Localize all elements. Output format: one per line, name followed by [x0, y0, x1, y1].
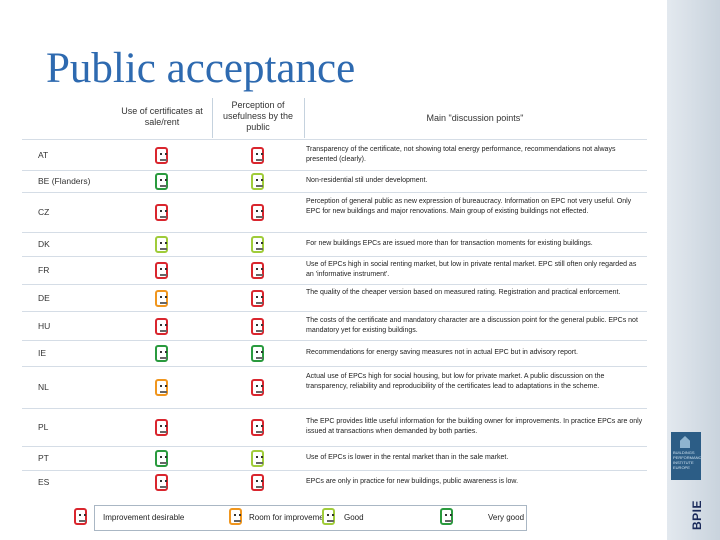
row-divider: [22, 170, 647, 171]
perception-rating-icon: [251, 450, 264, 467]
header-discussion: Main "discussion points": [426, 113, 524, 123]
row-divider: [22, 446, 647, 447]
perception-rating-icon: [251, 345, 264, 362]
discussion-text: Non-residential stil under development.: [306, 177, 428, 184]
header-divider: [304, 98, 305, 138]
discussion-text: EPCs are only in practice for new buildi…: [306, 478, 519, 485]
discussion-text: Recommendations for energy saving measur…: [306, 349, 578, 356]
perception-rating-icon: [251, 379, 264, 396]
row-divider: [22, 139, 647, 140]
use-rating-icon: [155, 317, 168, 335]
country-label: AT: [38, 149, 49, 160]
use-rating-icon: [155, 345, 168, 362]
perception-rating-icon: [251, 146, 264, 164]
bpie-box-line: BUILDINGS: [673, 450, 695, 455]
discussion-text: The costs of the certificate and mandato…: [306, 316, 638, 334]
legend-lime-icon: [322, 508, 335, 525]
use-rating-icon: [155, 474, 168, 491]
country-label: DE: [38, 292, 50, 303]
bpie-logo-box: BUILDINGS PERFORMANCE INSTITUTE EUROPE: [671, 432, 701, 480]
legend-orange-icon: [229, 508, 242, 525]
page-title: Public acceptance: [46, 45, 356, 92]
perception-rating-icon: [251, 204, 264, 221]
use-rating-icon: [155, 419, 168, 436]
perception-rating-icon: [251, 236, 264, 253]
country-label: NL: [38, 382, 49, 392]
discussion-text: Perception of general public as new expr…: [306, 198, 632, 215]
legend-label: Improvement desirable: [103, 513, 185, 522]
header-divider: [212, 98, 213, 138]
country-label: HU: [38, 320, 51, 331]
perception-rating-icon: [251, 173, 264, 190]
use-rating-icon: [155, 289, 168, 307]
legend-label: Room for improvement: [249, 513, 331, 522]
use-rating-icon: [155, 236, 168, 253]
perception-rating-icon: [251, 262, 264, 279]
legend-label: Good: [344, 513, 364, 522]
discussion-text: Use of EPCs high in social renting marke…: [306, 261, 637, 278]
legend: [94, 505, 527, 531]
perception-rating-icon: [251, 289, 264, 307]
row-divider: [22, 192, 647, 193]
bpie-box-line: EUROPE: [673, 465, 690, 470]
discussion-text: The EPC provides little useful informati…: [306, 418, 643, 435]
row-divider: [22, 470, 647, 471]
country-label: BE (Flanders): [38, 176, 91, 186]
legend-red-icon: [74, 508, 87, 525]
discussion-text: The quality of the cheaper version based…: [306, 288, 621, 296]
country-label: PL: [38, 422, 49, 432]
row-divider: [22, 311, 647, 312]
use-rating-icon: [155, 146, 168, 164]
row-divider: [22, 366, 647, 367]
perception-rating-icon: [251, 419, 264, 436]
legend-label: Very good: [488, 513, 525, 522]
row-divider: [22, 256, 647, 257]
bpie-box-line: INSTITUTE: [673, 460, 694, 465]
country-label: DK: [38, 239, 50, 249]
header-perception: Perception of usefulness by the public: [222, 100, 294, 132]
row-divider: [22, 340, 647, 341]
bpie-logo-text: BPIE: [690, 499, 704, 530]
row-divider: [22, 232, 647, 233]
bpie-box-line: PERFORMANCE: [673, 455, 701, 460]
use-rating-icon: [155, 450, 168, 467]
use-rating-icon: [155, 379, 168, 396]
use-rating-icon: [155, 204, 168, 221]
header-use: Use of certificates at sale/rent: [121, 106, 203, 127]
discussion-text: Use of EPCs is lower in the rental marke…: [306, 454, 509, 461]
country-label: ES: [38, 477, 50, 487]
discussion-text: Actual use of EPCs high for social housi…: [306, 373, 605, 390]
discussion-text: For new buildings EPCs are issued more t…: [306, 240, 593, 247]
country-label: CZ: [38, 207, 50, 217]
legend-green-icon: [440, 508, 453, 525]
row-divider: [22, 284, 647, 285]
discussion-text: Transparency of the certificate, not sho…: [306, 145, 616, 163]
perception-rating-icon: [251, 474, 264, 491]
use-rating-icon: [155, 262, 168, 279]
country-label: IE: [38, 348, 47, 358]
perception-rating-icon: [251, 317, 264, 335]
country-label: PT: [38, 453, 49, 463]
country-label: FR: [38, 265, 50, 275]
use-rating-icon: [155, 173, 168, 190]
row-divider: [22, 408, 647, 409]
